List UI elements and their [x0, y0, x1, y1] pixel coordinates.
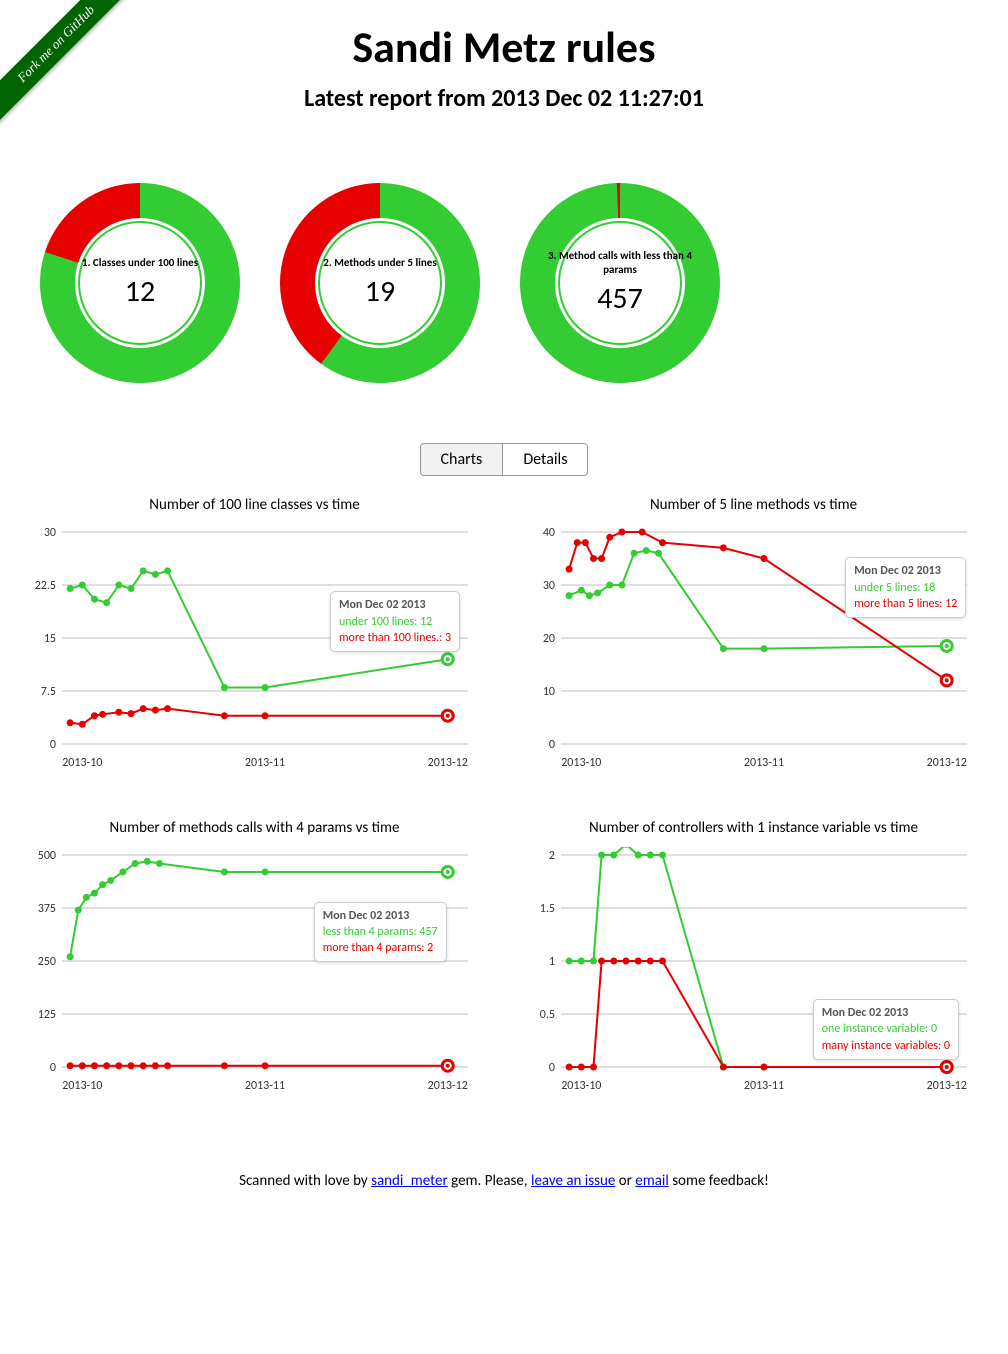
svg-text:125: 125: [38, 1008, 56, 1022]
svg-text:2: 2: [549, 849, 555, 863]
svg-text:30: 30: [543, 579, 555, 593]
svg-text:0: 0: [50, 1061, 56, 1075]
svg-text:40: 40: [543, 526, 555, 540]
svg-text:0.5: 0.5: [540, 1008, 555, 1022]
chart-tooltip: Mon Dec 02 2013one instance variable: 0m…: [813, 999, 959, 1060]
tabs: ChartsDetails: [0, 443, 1008, 476]
svg-text:2013-10: 2013-10: [561, 756, 601, 770]
svg-text:22.5: 22.5: [35, 579, 56, 593]
svg-text:0: 0: [50, 738, 56, 752]
tab-details[interactable]: Details: [502, 443, 588, 476]
svg-text:2013-11: 2013-11: [744, 1079, 784, 1093]
donut-label: 3. Method calls with less than 4 params: [540, 249, 700, 275]
svg-text:2013-12: 2013-12: [927, 1079, 967, 1093]
svg-text:1: 1: [549, 955, 555, 969]
svg-text:500: 500: [38, 849, 56, 863]
svg-text:0: 0: [549, 1061, 555, 1075]
svg-text:2013-10: 2013-10: [62, 1079, 102, 1093]
chart-tooltip: Mon Dec 02 2013under 100 lines: 12more t…: [330, 591, 460, 652]
svg-text:30: 30: [44, 526, 56, 540]
svg-text:10: 10: [543, 685, 555, 699]
line-chart-2: Number of 5 line methods vs time 0 10 20 30 4…: [519, 496, 988, 779]
svg-text:2013-11: 2013-11: [245, 756, 285, 770]
donut-value: 19: [365, 273, 395, 310]
line-chart-1: Number of 100 line classes vs time 0 7.5 15…: [20, 496, 489, 779]
svg-text:250: 250: [38, 955, 56, 969]
donut-label: 1. Classes under 100 lines: [82, 256, 198, 269]
svg-text:375: 375: [38, 902, 56, 916]
svg-text:2013-12: 2013-12: [927, 756, 967, 770]
footer: Scanned with love by sandi_meter gem. Pl…: [0, 1172, 1008, 1190]
donut-value: 457: [597, 280, 643, 317]
charts-grid: Number of 100 line classes vs time07.515…: [0, 496, 1008, 1102]
page-subtitle: Latest report from 2013 Dec 02 11:27:01: [0, 84, 1008, 113]
svg-text:15: 15: [44, 632, 56, 646]
chart-tooltip: Mon Dec 02 2013under 5 lines: 18more tha…: [845, 557, 966, 618]
line-chart-3: Number of methods calls with 4 params vs…: [20, 819, 489, 1102]
svg-text:7.5: 7.5: [41, 685, 56, 699]
donut-2: 2. Methods under 5 lines 19: [270, 173, 490, 393]
chart-title: Number of controllers with 1 instance va…: [519, 819, 988, 837]
svg-text:2013-10: 2013-10: [62, 756, 102, 770]
svg-text:2013-12: 2013-12: [428, 756, 468, 770]
svg-text:0: 0: [549, 738, 555, 752]
footer-link-issue[interactable]: leave an issue: [531, 1172, 615, 1190]
donut-label: 2. Methods under 5 lines: [323, 256, 436, 269]
svg-text:20: 20: [543, 632, 555, 646]
donut-3: 3. Method calls with less than 4 params …: [510, 173, 730, 393]
svg-text:1.5: 1.5: [540, 902, 555, 916]
page-title: Sandi Metz rules: [0, 20, 1008, 74]
svg-text:2013-11: 2013-11: [744, 756, 784, 770]
svg-text:2013-11: 2013-11: [245, 1079, 285, 1093]
chart-title: Number of 100 line classes vs time: [20, 496, 489, 514]
line-chart-4: Number of controllers with 1 instance va…: [519, 819, 988, 1102]
donuts-row: 1. Classes under 100 lines 12 2. Methods…: [0, 173, 1008, 393]
tab-charts[interactable]: Charts: [420, 443, 504, 476]
svg-text:2013-10: 2013-10: [561, 1079, 601, 1093]
footer-text: Scanned with love by: [239, 1172, 371, 1190]
svg-text:2013-12: 2013-12: [428, 1079, 468, 1093]
footer-link-email[interactable]: email: [635, 1172, 669, 1190]
footer-link-gem[interactable]: sandi_meter: [371, 1172, 448, 1190]
chart-title: Number of methods calls with 4 params vs…: [20, 819, 489, 837]
chart-tooltip: Mon Dec 02 2013less than 4 params: 457mo…: [314, 902, 447, 963]
donut-value: 12: [125, 273, 155, 310]
donut-1: 1. Classes under 100 lines 12: [30, 173, 250, 393]
chart-title: Number of 5 line methods vs time: [519, 496, 988, 514]
